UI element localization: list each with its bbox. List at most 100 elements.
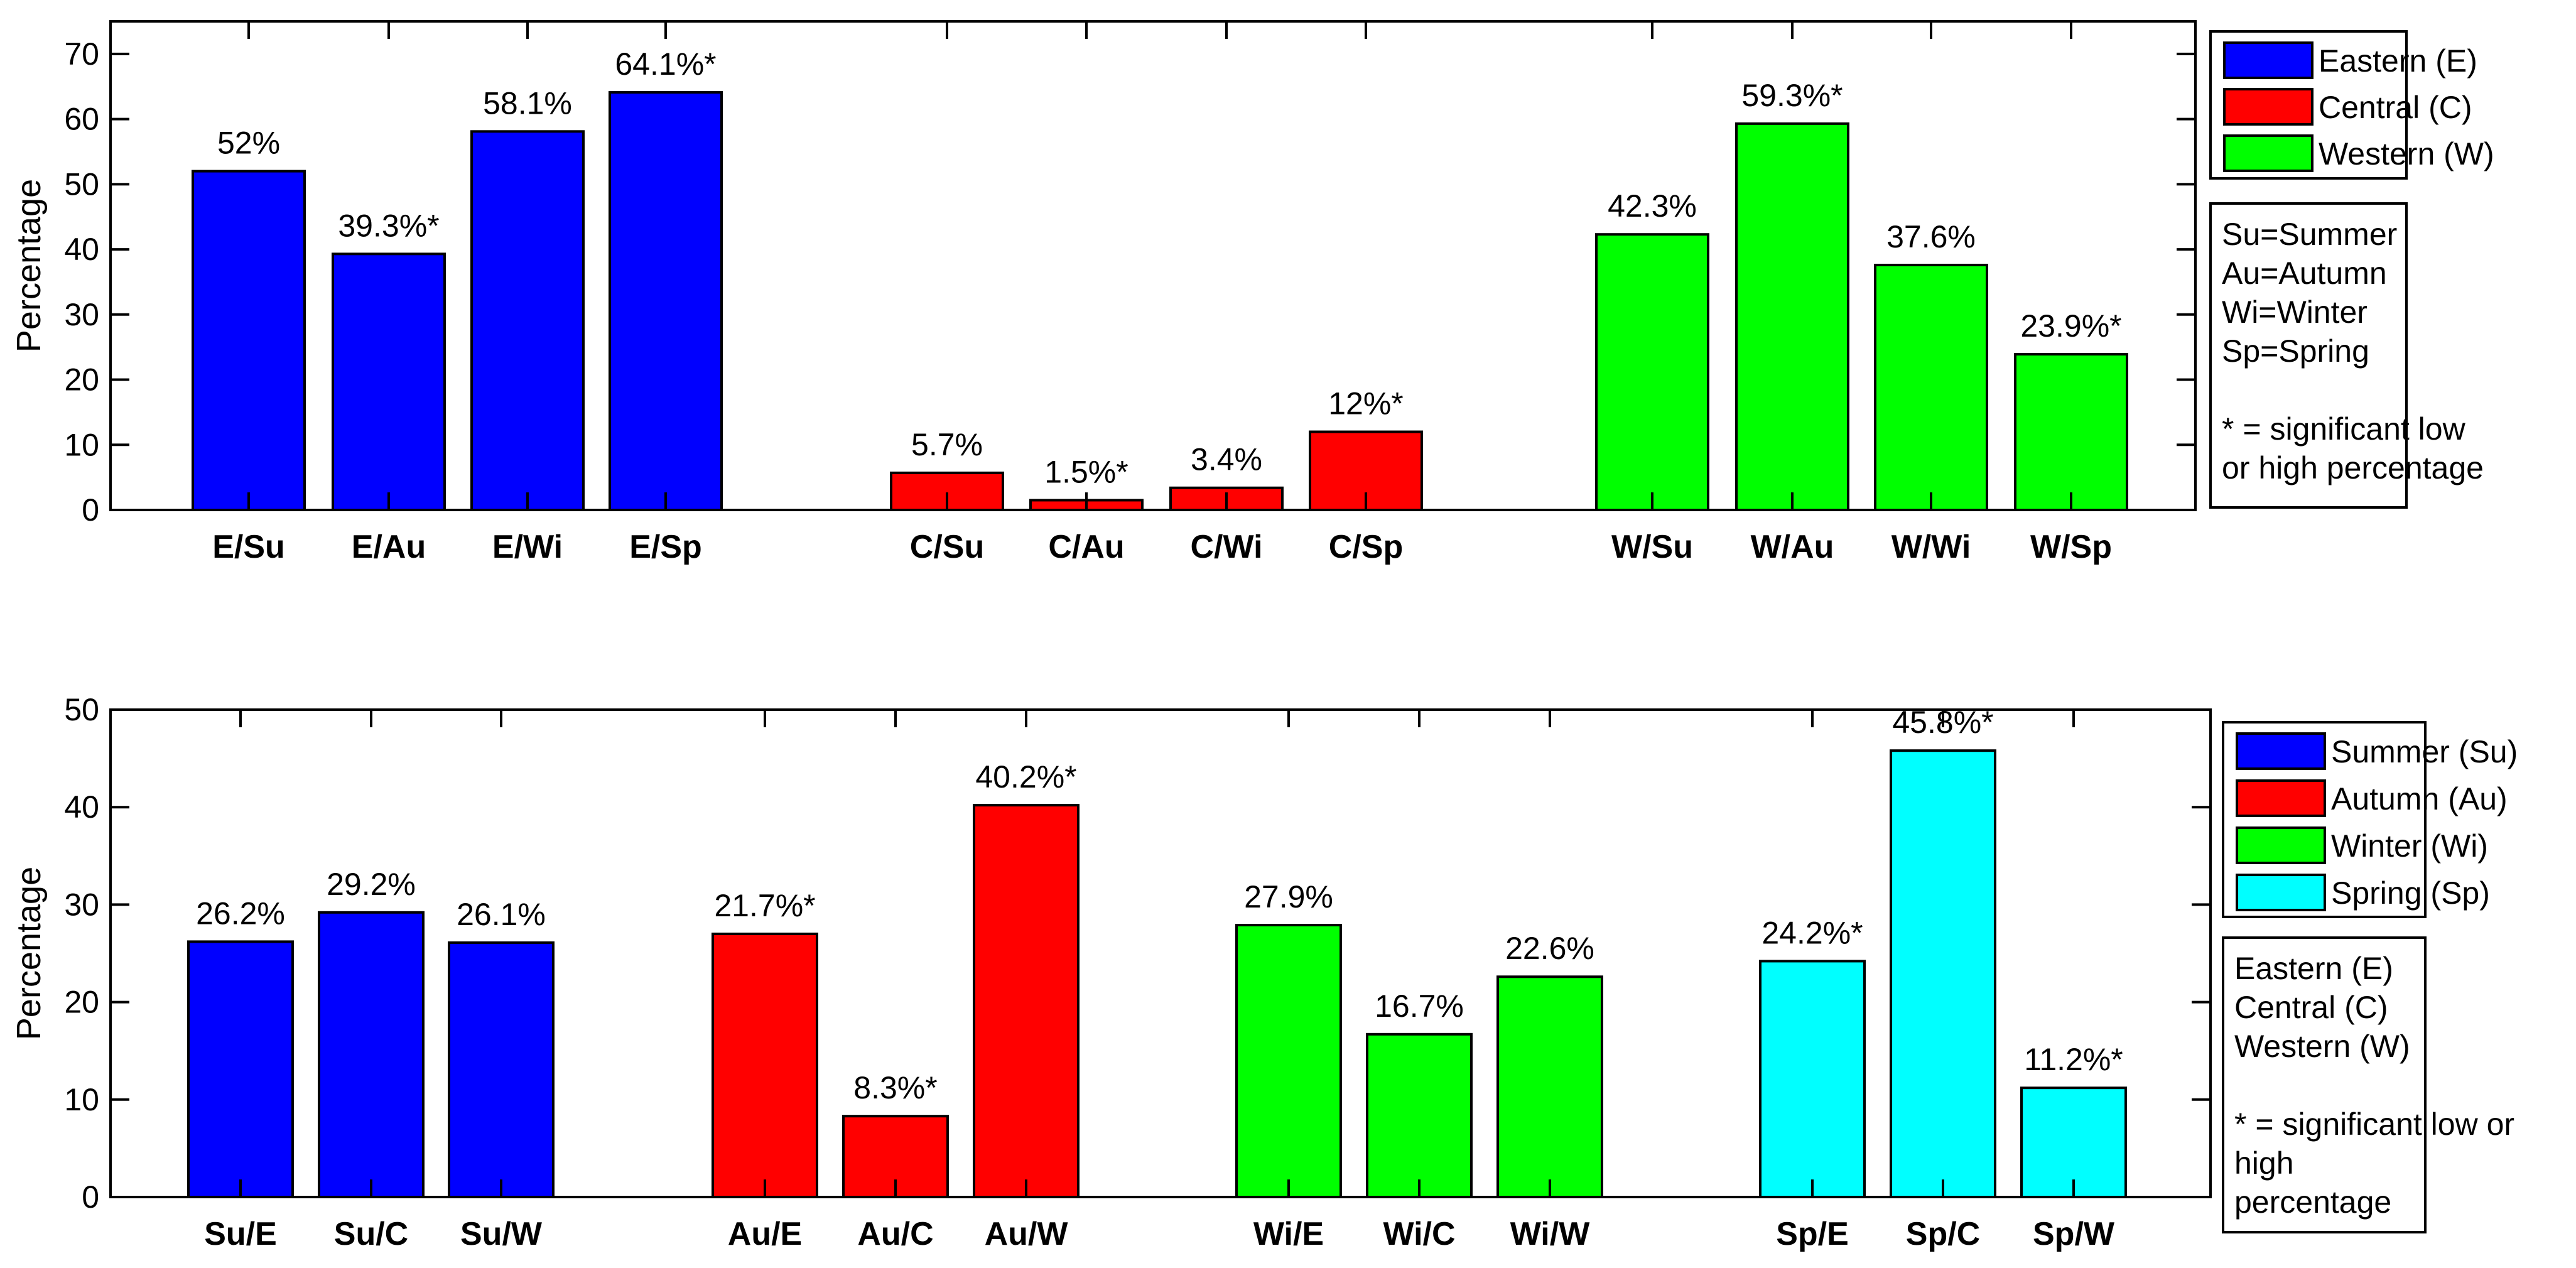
chart2-ytick-label: 30 xyxy=(64,887,99,922)
chart2-data-label: 26.2% xyxy=(196,896,285,931)
chart1-data-label: 39.3%* xyxy=(338,208,439,243)
chart2-data-label: 24.2%* xyxy=(1762,915,1863,950)
chart2-bar-sp-e xyxy=(1759,960,1866,1199)
chart1-ytick-label: 0 xyxy=(82,492,99,528)
chart1-data-label: 37.6% xyxy=(1886,219,1976,254)
chart2-category-label: Au/C xyxy=(857,1216,933,1252)
chart2-data-label: 8.3%* xyxy=(853,1070,937,1105)
chart1-note-line: Su=Summer xyxy=(2222,217,2397,252)
chart2-bar-wi-e xyxy=(1235,923,1342,1198)
chart2-bar-su-c xyxy=(318,911,425,1199)
chart2-bar-au-w xyxy=(973,804,1080,1198)
chart2-plot-frame xyxy=(109,708,2212,1198)
chart2-bar-wi-w xyxy=(1496,975,1603,1199)
chart2-note-line: percentage xyxy=(2234,1184,2391,1220)
chart2-bar-au-e xyxy=(712,932,818,1198)
chart2-category-label: Sp/E xyxy=(1776,1216,1849,1252)
chart1-category-label: W/Au xyxy=(1751,529,1834,565)
chart2-bar-wi-c xyxy=(1366,1032,1473,1199)
chart2-bar-su-w xyxy=(448,941,555,1198)
chart2-legend-label: Winter (Wi) xyxy=(2331,828,2488,864)
chart2-bar-sp-c xyxy=(1890,749,1996,1198)
chart2-category-label: Su/C xyxy=(334,1216,408,1252)
chart1-bar-e-wi xyxy=(470,130,585,511)
chart1-data-label: 42.3% xyxy=(1608,188,1697,224)
chart1-bar-w-wi xyxy=(1874,263,1988,511)
chart1-ytick-label: 50 xyxy=(64,166,99,202)
chart2-legend-label: Autumn (Au) xyxy=(2331,781,2508,816)
chart1-category-label: C/Wi xyxy=(1190,529,1262,565)
chart1-note-line: Au=Autumn xyxy=(2222,256,2387,291)
chart1-category-label: W/Su xyxy=(1611,529,1693,565)
chart1-category-label: E/Au xyxy=(352,529,426,565)
chart2-legend-label: Spring (Sp) xyxy=(2331,875,2490,911)
chart1-note-line: Sp=Spring xyxy=(2222,333,2369,369)
chart1-bar-e-sp xyxy=(609,91,723,511)
chart2-note-line: Western (W) xyxy=(2234,1029,2410,1064)
chart2-category-label: Sp/C xyxy=(1906,1216,1980,1252)
chart1-data-label: 58.1% xyxy=(483,85,572,121)
chart2-category-label: Wi/C xyxy=(1383,1216,1455,1252)
chart2-category-label: Wi/E xyxy=(1253,1216,1324,1252)
chart2-category-label: Su/E xyxy=(204,1216,277,1252)
chart2-data-label: 16.7% xyxy=(1375,989,1464,1024)
chart1-data-label: 1.5%* xyxy=(1044,454,1128,489)
chart2-legend xyxy=(2222,721,2427,918)
chart1-category-label: E/Wi xyxy=(492,529,563,565)
chart2-data-label: 11.2%* xyxy=(2024,1042,2123,1077)
chart2-legend-swatch xyxy=(2236,779,2326,817)
chart1-legend-label: Central (C) xyxy=(2319,90,2472,125)
chart2-note-box xyxy=(2222,936,2427,1233)
chart2-note-line: * = significant low or xyxy=(2234,1107,2514,1142)
chart2-category-label: Au/E xyxy=(728,1216,802,1252)
chart1-legend-swatch xyxy=(2223,41,2314,79)
chart1-y-axis-label: Percentage xyxy=(10,179,48,352)
chart1-category-label: C/Su xyxy=(910,529,984,565)
chart1-category-label: E/Sp xyxy=(629,529,702,565)
chart2-category-label: Wi/W xyxy=(1510,1216,1591,1252)
chart2-data-label: 22.6% xyxy=(1505,931,1594,966)
chart2-ytick-label: 10 xyxy=(64,1082,99,1117)
chart2-legend-swatch xyxy=(2236,732,2326,770)
chart1-category-label: E/Su xyxy=(212,529,285,565)
chart2-note-line: Eastern (E) xyxy=(2234,951,2393,986)
chart1-category-label: W/Wi xyxy=(1891,529,1971,565)
chart1-data-label: 59.3%* xyxy=(1741,78,1843,113)
chart2-note-line: Central (C) xyxy=(2234,990,2388,1025)
chart1-legend-swatch xyxy=(2223,134,2314,172)
chart1-category-label: C/Au xyxy=(1048,529,1124,565)
chart2-bar-su-e xyxy=(187,940,294,1198)
chart2-category-label: Su/W xyxy=(460,1216,543,1252)
chart2-data-label: 21.7%* xyxy=(714,888,815,923)
chart2-bar-sp-w xyxy=(2020,1086,2127,1199)
chart2-ytick-label: 50 xyxy=(64,692,99,727)
chart1-ytick-label: 60 xyxy=(64,102,99,137)
chart1-ytick-label: 20 xyxy=(64,362,99,398)
chart1-category-label: C/Sp xyxy=(1329,529,1403,565)
chart1-data-label: 12%* xyxy=(1328,386,1404,421)
chart2-data-label: 29.2% xyxy=(327,867,416,902)
chart1-note-line: Wi=Winter xyxy=(2222,295,2368,330)
chart1-legend-label: Western (W) xyxy=(2319,136,2494,171)
chart1-data-label: 64.1%* xyxy=(615,46,716,82)
chart2-data-label: 26.1% xyxy=(457,897,546,932)
chart1-data-label: 5.7% xyxy=(911,427,983,462)
chart1-legend xyxy=(2209,30,2408,180)
chart2-category-label: Au/W xyxy=(985,1216,1069,1252)
chart1-category-label: W/Sp xyxy=(2030,529,2112,565)
chart2-y-axis-label: Percentage xyxy=(10,867,48,1040)
chart2-note-line: high xyxy=(2234,1146,2294,1181)
chart1-data-label: 23.9%* xyxy=(2020,308,2121,344)
chart1-bar-e-au xyxy=(332,252,446,511)
chart1-ytick-label: 40 xyxy=(64,232,99,267)
chart1-bar-w-au xyxy=(1735,122,1849,511)
chart1-data-label: 3.4% xyxy=(1191,442,1262,477)
chart2-category-label: Sp/W xyxy=(2033,1216,2115,1252)
chart1-ytick-label: 10 xyxy=(64,427,99,462)
chart2-ytick-label: 0 xyxy=(82,1179,99,1215)
chart1-legend-label: Eastern (E) xyxy=(2319,43,2477,79)
chart2-legend-swatch xyxy=(2236,826,2326,864)
chart2-data-label: 45.8%* xyxy=(1892,705,1993,740)
chart2-legend-label: Summer (Su) xyxy=(2331,734,2518,769)
